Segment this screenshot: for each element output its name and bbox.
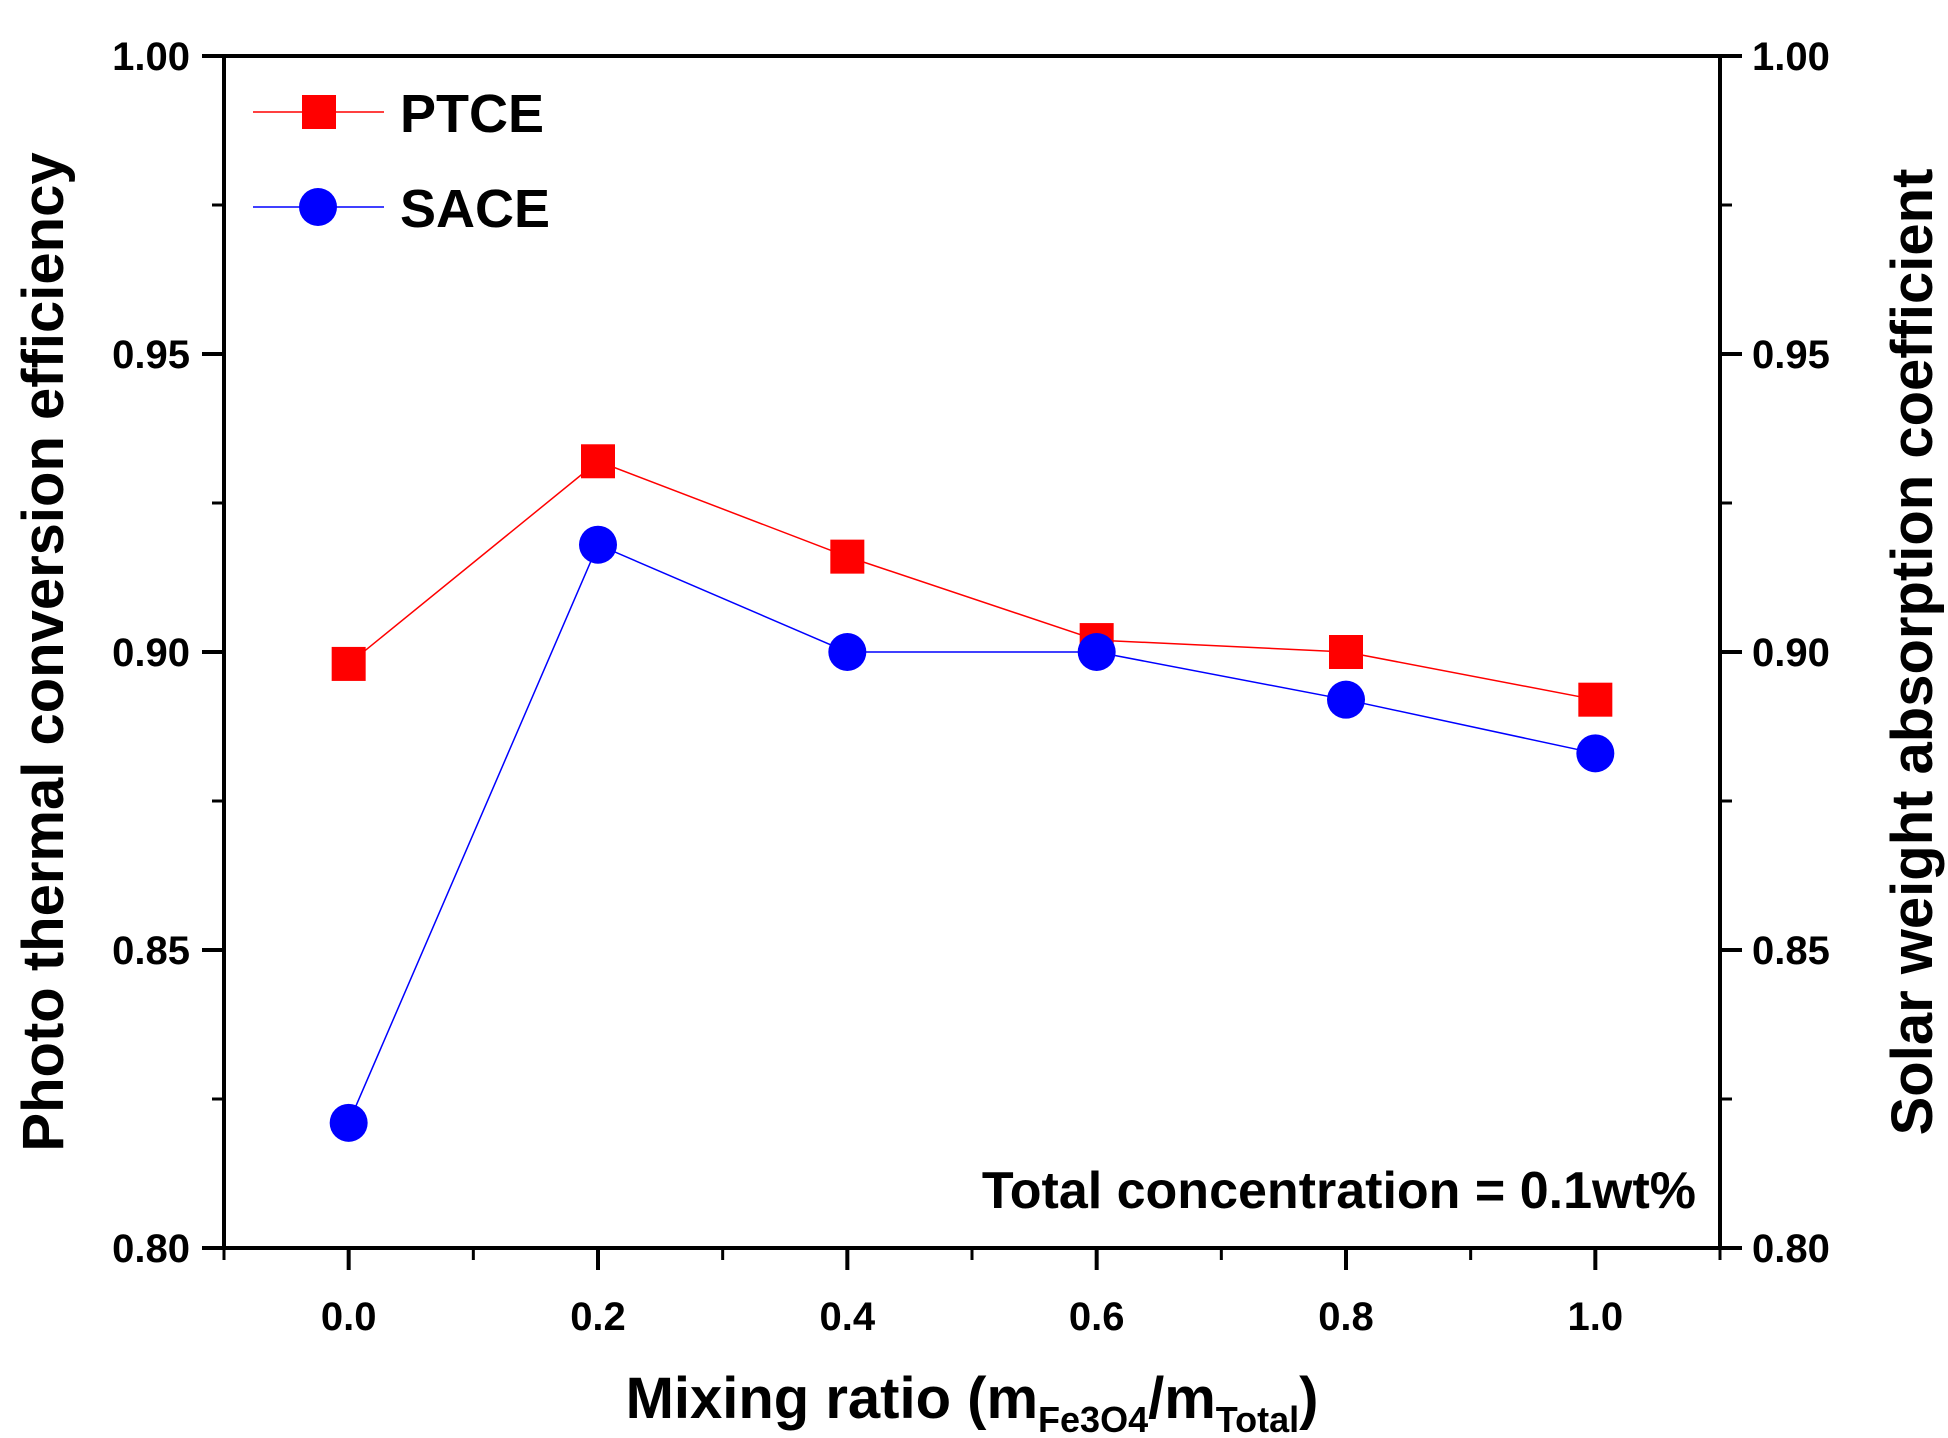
- y2-axis-ticks: 0.80 0.85 0.90 0.95 1.00: [1720, 35, 1830, 1271]
- y-tick-label: 0.95: [112, 333, 190, 377]
- x-axis-title: Mixing ratio (mFe3O4/mTotal): [626, 1366, 1319, 1438]
- data-point-sace: [1077, 633, 1116, 671]
- y2-tick-label: 0.90: [1752, 631, 1830, 675]
- x-tick-label: 0.6: [1069, 1295, 1125, 1339]
- y2-tick-label: 0.80: [1752, 1227, 1830, 1271]
- x-tick-label: 0.8: [1318, 1295, 1374, 1339]
- y-tick-label: 1.00: [112, 35, 190, 79]
- series-line-ptce: [348, 460, 1596, 701]
- x-tick-label: 0.4: [820, 1295, 876, 1339]
- legend-item-sace: SACE: [253, 179, 550, 239]
- legend-label-ptce: PTCE: [400, 84, 544, 144]
- series-lines: [347, 460, 1596, 1124]
- data-point-ptce: [581, 444, 615, 479]
- legend-item-ptce: PTCE: [253, 84, 544, 144]
- y2-tick-label: 1.00: [1752, 35, 1830, 79]
- y-axis-title: Photo thermal conversion efficiency: [11, 152, 76, 1151]
- data-point-ptce: [830, 539, 865, 574]
- series-line-sace: [347, 543, 1596, 1124]
- data-point-sace: [828, 633, 867, 671]
- series-markers: [329, 444, 1615, 1142]
- y-tick-label: 0.90: [112, 631, 190, 675]
- data-point-ptce: [1578, 682, 1613, 717]
- data-point-sace: [1327, 680, 1365, 719]
- y2-tick-label: 0.85: [1752, 929, 1830, 973]
- x-tick-label: 1.0: [1568, 1295, 1624, 1339]
- y2-tick-label: 0.95: [1752, 333, 1830, 377]
- y2-axis-title: Solar weight absorption coefficient: [1880, 169, 1945, 1136]
- y-axis-ticks: 0.80 0.85 0.90 0.95 1.00: [112, 35, 224, 1271]
- x-axis-ticks: 0.0 0.2 0.4 0.6 0.8 1.0: [222, 1248, 1722, 1339]
- data-point-ptce: [331, 646, 366, 681]
- x-tick-label: 0.0: [321, 1295, 377, 1339]
- legend: PTCE SACE: [253, 84, 550, 239]
- annotation-total-concentration: Total concentration = 0.1wt%: [982, 1162, 1696, 1220]
- x-tick-label: 0.2: [570, 1295, 626, 1339]
- y-tick-label: 0.85: [112, 929, 190, 973]
- legend-marker-ptce: [302, 95, 336, 129]
- y-tick-label: 0.80: [112, 1227, 190, 1271]
- data-point-sace: [1576, 734, 1615, 773]
- legend-label-sace: SACE: [400, 179, 550, 239]
- data-point-sace: [579, 525, 617, 564]
- legend-marker-sace: [299, 188, 337, 226]
- data-point-sace: [329, 1103, 368, 1142]
- data-point-ptce: [1329, 635, 1363, 669]
